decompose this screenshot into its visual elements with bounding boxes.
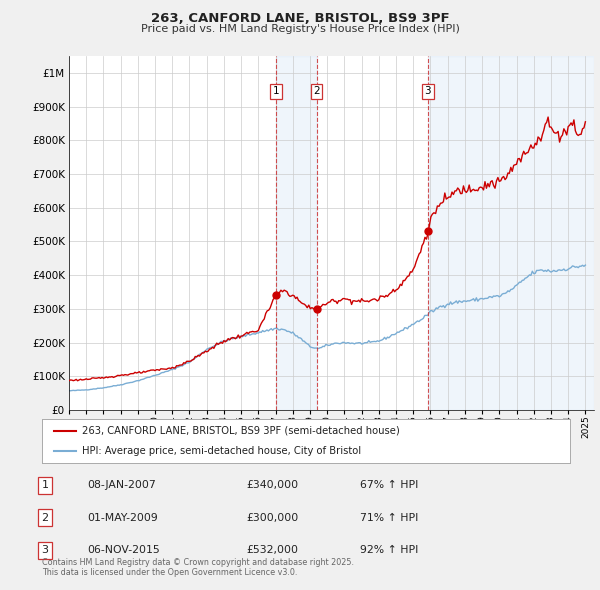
Text: Price paid vs. HM Land Registry's House Price Index (HPI): Price paid vs. HM Land Registry's House … [140, 24, 460, 34]
Text: 1: 1 [41, 480, 49, 490]
Bar [428, 56, 594, 410]
Text: Contains HM Land Registry data © Crown copyright and database right 2025.
This d: Contains HM Land Registry data © Crown c… [42, 558, 354, 577]
Text: 263, CANFORD LANE, BRISTOL, BS9 3PF: 263, CANFORD LANE, BRISTOL, BS9 3PF [151, 12, 449, 25]
Text: 2: 2 [313, 87, 320, 96]
Text: 92% ↑ HPI: 92% ↑ HPI [360, 545, 418, 555]
Text: £340,000: £340,000 [246, 480, 298, 490]
Text: 3: 3 [425, 87, 431, 96]
Text: HPI: Average price, semi-detached house, City of Bristol: HPI: Average price, semi-detached house,… [82, 446, 361, 456]
Text: 08-JAN-2007: 08-JAN-2007 [87, 480, 156, 490]
Text: £300,000: £300,000 [246, 513, 298, 523]
Text: 3: 3 [41, 545, 49, 555]
Text: 71% ↑ HPI: 71% ↑ HPI [360, 513, 418, 523]
Text: 263, CANFORD LANE, BRISTOL, BS9 3PF (semi-detached house): 263, CANFORD LANE, BRISTOL, BS9 3PF (sem… [82, 426, 400, 436]
Text: 1: 1 [273, 87, 280, 96]
Text: £532,000: £532,000 [246, 545, 298, 555]
Text: 67% ↑ HPI: 67% ↑ HPI [360, 480, 418, 490]
Bar [276, 56, 317, 410]
Text: 01-MAY-2009: 01-MAY-2009 [87, 513, 158, 523]
Text: 2: 2 [41, 513, 49, 523]
Text: 06-NOV-2015: 06-NOV-2015 [87, 545, 160, 555]
